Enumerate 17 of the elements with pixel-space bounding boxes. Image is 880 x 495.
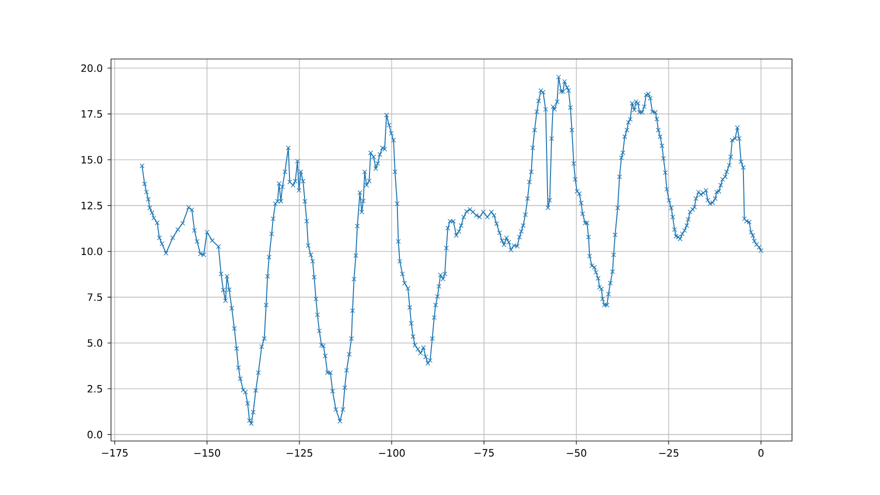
x-tick-label: −75 xyxy=(474,449,494,457)
x-tick-label: 0 xyxy=(758,449,764,457)
y-tick-label: 15.0 xyxy=(82,156,102,164)
x-tick-label: −25 xyxy=(659,449,678,457)
y-tick-label: 10.0 xyxy=(82,248,102,256)
y-tick-label: 7.5 xyxy=(88,293,102,301)
x-tick-label: −50 xyxy=(566,449,586,457)
x-tick-label: −175 xyxy=(102,449,128,457)
x-tick-label: −125 xyxy=(286,449,312,457)
y-tick-label: 0.0 xyxy=(88,430,102,438)
x-tick-label: −150 xyxy=(194,449,220,457)
y-tick-label: 5.0 xyxy=(88,339,102,347)
y-tick-label: 12.5 xyxy=(82,202,102,210)
y-tick-label: 2.5 xyxy=(88,384,102,393)
y-tick-label: 20.0 xyxy=(81,64,102,72)
x-tick-label: −100 xyxy=(379,449,405,457)
y-tick-label: 17.5 xyxy=(82,110,102,118)
